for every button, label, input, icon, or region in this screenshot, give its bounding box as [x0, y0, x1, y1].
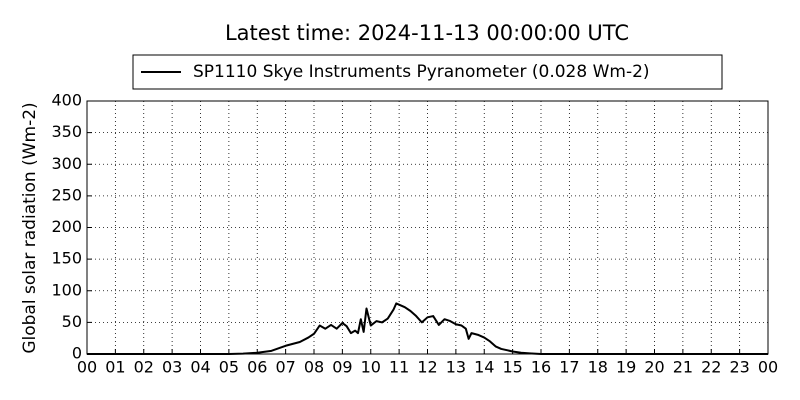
legend-box [132, 54, 723, 90]
x-tick-label: 13 [446, 358, 466, 377]
y-axis-label: Global solar radiation (Wm-2) [20, 102, 40, 353]
x-tick-label: 15 [502, 358, 522, 377]
x-tick-label: 09 [332, 358, 352, 377]
x-tick-label: 21 [673, 358, 693, 377]
x-tick-label: 01 [105, 358, 125, 377]
y-tick-label: 250 [51, 185, 82, 204]
x-tick-label: 19 [616, 358, 636, 377]
x-tick-label: 17 [559, 358, 579, 377]
x-tick-label: 18 [588, 358, 608, 377]
legend-label: SP1110 Skye Instruments Pyranometer (0.0… [193, 62, 650, 82]
x-tick-label: 02 [134, 358, 154, 377]
y-tick-label: 300 [51, 154, 82, 173]
x-tick-label: 07 [275, 358, 295, 377]
x-tick-label: 20 [644, 358, 664, 377]
x-tick-label: 08 [304, 358, 324, 377]
x-tick-label: 22 [701, 358, 721, 377]
y-tick-label: 50 [62, 312, 82, 331]
x-tick-label: 14 [474, 358, 494, 377]
x-tick-label: 05 [219, 358, 239, 377]
x-tick-label: 00 [77, 358, 97, 377]
y-tick-label: 150 [51, 249, 82, 268]
x-tick-label: 03 [162, 358, 182, 377]
x-tick-label: 10 [361, 358, 381, 377]
plot-frame [86, 100, 769, 355]
chart-title: Latest time: 2024-11-13 00:00:00 UTC [225, 21, 629, 45]
y-tick-label: 0 [72, 344, 82, 363]
y-tick-label: 100 [51, 280, 82, 299]
x-tick-label: 00 [758, 358, 778, 377]
data-line [87, 302, 768, 355]
x-tick-label: 23 [729, 358, 749, 377]
y-tick-label: 400 [51, 91, 82, 110]
x-tick-label: 11 [389, 358, 409, 377]
y-tick-label: 350 [51, 122, 82, 141]
x-tick-label: 06 [247, 358, 267, 377]
x-tick-label: 16 [531, 358, 551, 377]
y-tick-label: 200 [51, 217, 82, 236]
x-tick-label: 04 [190, 358, 210, 377]
x-tick-label: 12 [417, 358, 437, 377]
